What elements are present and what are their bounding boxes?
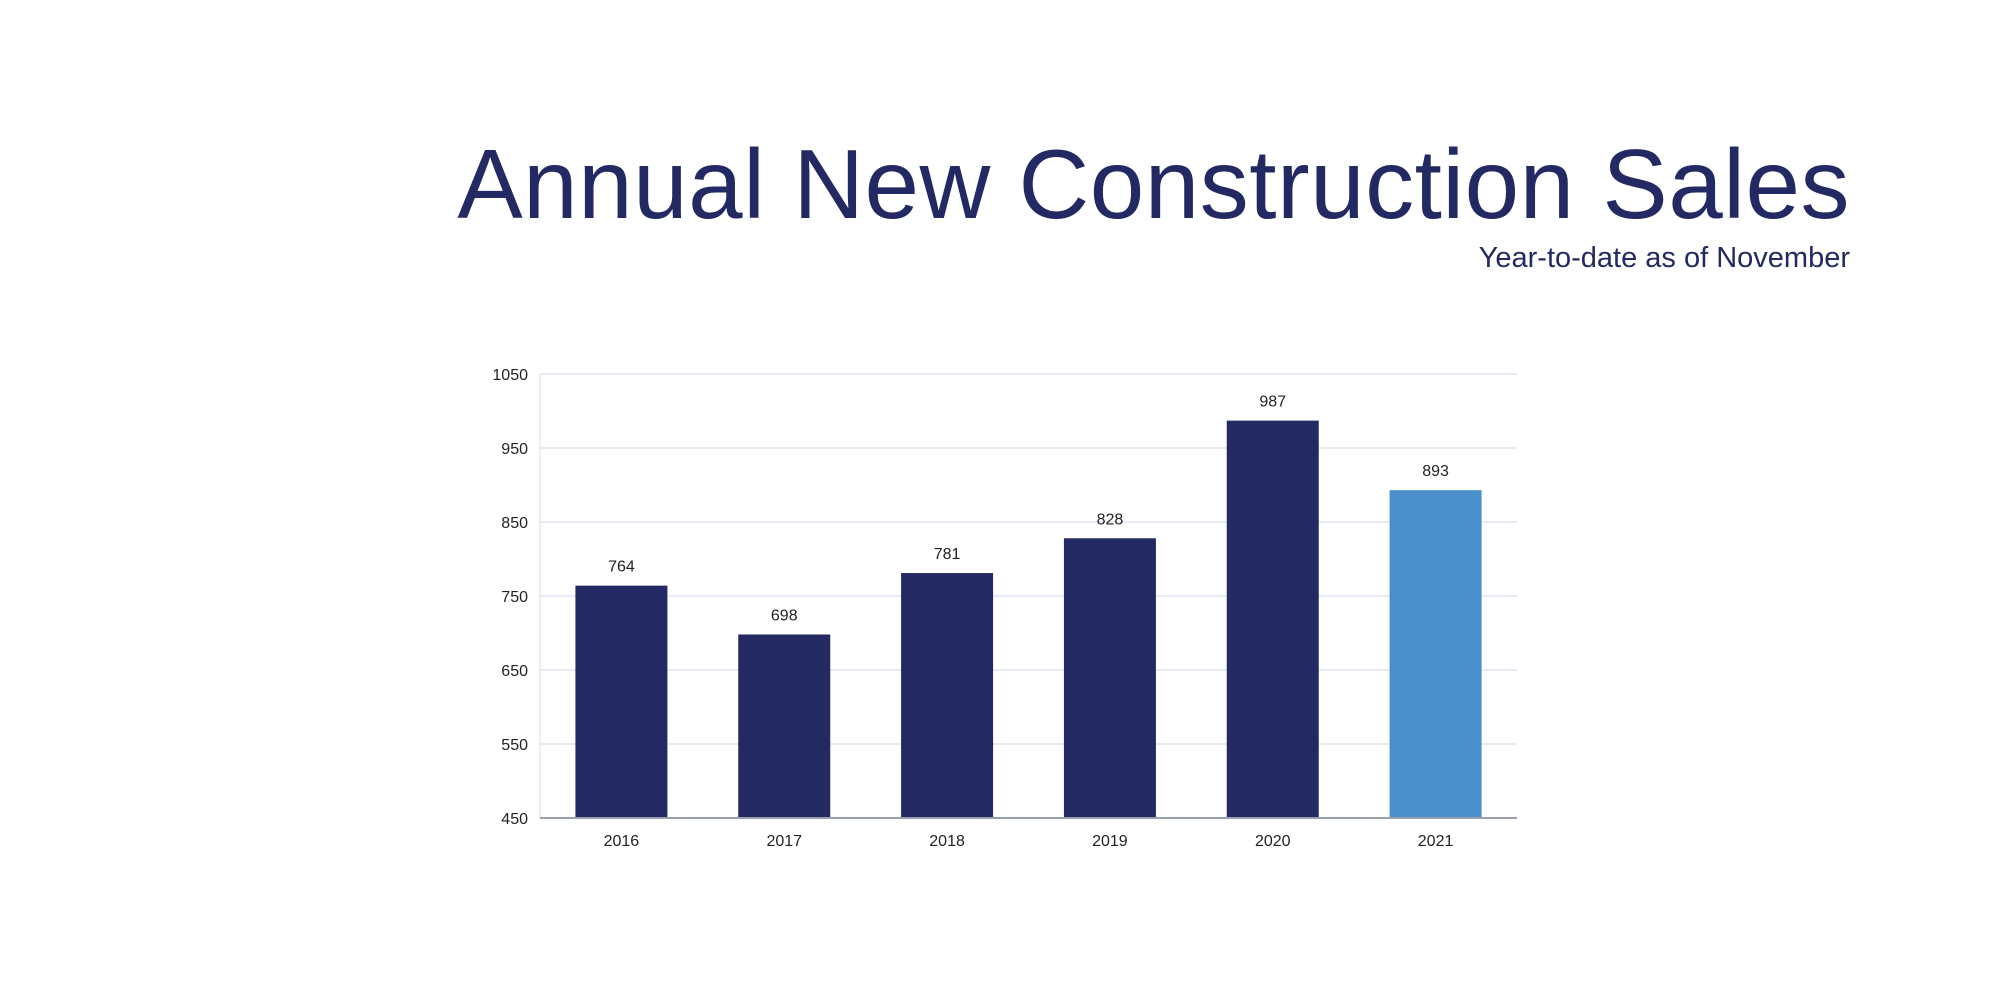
data-label: 698 <box>771 607 798 624</box>
data-label: 764 <box>608 559 635 576</box>
x-tick-label: 2020 <box>1255 833 1291 850</box>
x-tick-label: 2017 <box>766 833 802 850</box>
y-tick-label: 650 <box>501 663 528 680</box>
bar-2016 <box>575 585 668 818</box>
data-label: 987 <box>1259 394 1286 411</box>
data-label: 893 <box>1422 463 1449 480</box>
y-tick-label: 850 <box>501 515 528 532</box>
y-tick-label: 1050 <box>492 367 528 384</box>
bar-2018 <box>901 573 994 818</box>
bar-2019 <box>1063 538 1156 818</box>
data-label: 781 <box>934 546 961 563</box>
chart-subtitle: Year-to-date as of November <box>1478 242 1850 274</box>
y-tick-label: 550 <box>501 737 528 754</box>
y-tick-label: 750 <box>501 589 528 606</box>
bar-2020 <box>1226 420 1319 818</box>
x-tick-label: 2021 <box>1418 833 1454 850</box>
bar-2017 <box>738 634 831 818</box>
chart-title: Annual New Construction Sales <box>457 129 1850 239</box>
y-tick-label: 450 <box>501 811 528 828</box>
data-label: 828 <box>1097 511 1124 528</box>
x-tick-label: 2016 <box>604 833 640 850</box>
y-tick-label: 950 <box>501 441 528 458</box>
bar-2021 <box>1389 490 1482 818</box>
x-tick-label: 2019 <box>1092 833 1128 850</box>
x-tick-label: 2018 <box>929 833 965 850</box>
